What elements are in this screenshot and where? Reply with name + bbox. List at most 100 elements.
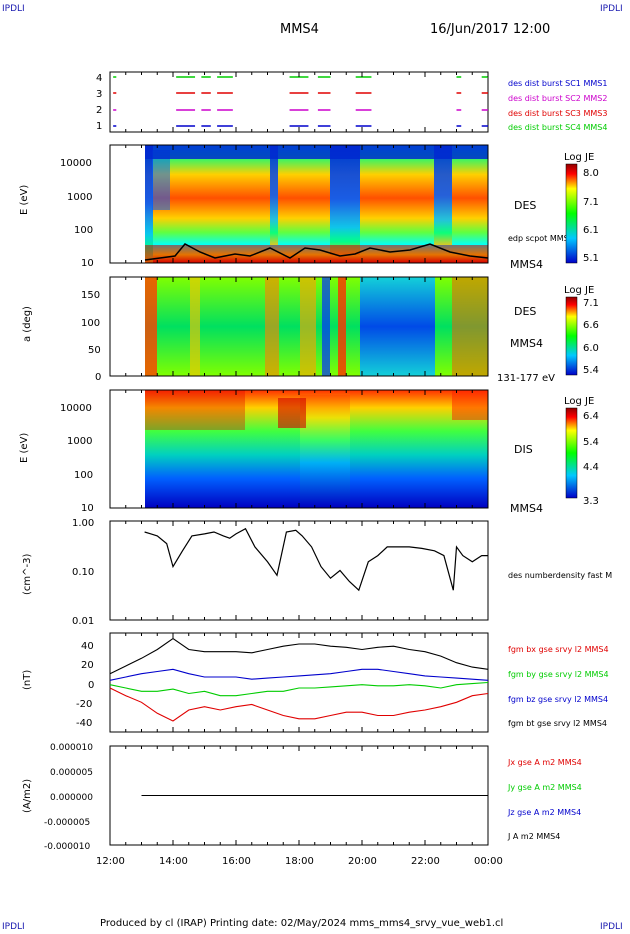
burst-tick-4: 4 <box>96 73 102 84</box>
density-lines <box>144 527 488 592</box>
bfield-series <box>109 687 489 722</box>
bfield-legend-bx: fgm bx gse srvy l2 MMS4 <box>508 645 609 654</box>
des-energy-colorbar <box>565 163 578 264</box>
des-energy-tick-10: 10 <box>81 258 94 269</box>
bfield-legend-bt: fgm bt gse srvy l2 MMS4 <box>508 719 607 728</box>
des-pitch-cb-tick: 5.4 <box>583 365 599 376</box>
burst-legend-mms3: des dist burst SC3 MMS3 <box>508 109 607 118</box>
des-energy-colorbar-title: Log JE <box>564 152 594 163</box>
density-series <box>144 527 488 592</box>
scpot-label: edp scpot MMS4 <box>508 234 574 243</box>
des-pitch-tick-0: 0 <box>95 372 101 383</box>
des-pitch-band <box>190 277 200 376</box>
bfield-tick-0: 0 <box>88 680 94 691</box>
x-tick-label: 18:00 <box>285 856 314 867</box>
burst-frame <box>109 71 489 133</box>
des-energy-band <box>145 245 488 263</box>
bfield-tick-40: 40 <box>81 641 94 652</box>
current-tick: 0.000005 <box>50 768 93 778</box>
des-pitch-tick-50: 50 <box>88 345 101 356</box>
des-pitch-band <box>322 277 330 376</box>
des-energy-panel: 10000 1000 100 10 E (eV) DES edp scpot M… <box>19 144 599 271</box>
dis-energy-cb-tick: 6.4 <box>583 411 599 422</box>
des-energy-cb-tick: 7.1 <box>583 197 599 208</box>
x-axis-labels: 12:00 14:00 16:00 18:00 20:00 22:00 00:0… <box>96 856 503 867</box>
des-energy-band <box>270 145 278 245</box>
x-tick-label: 12:00 <box>96 856 125 867</box>
corner-label-top-left: IPDLI <box>2 4 25 14</box>
current-ylabel: (A/m2) <box>22 779 33 813</box>
x-tick-label: 16:00 <box>222 856 251 867</box>
bfield-legend-bz: fgm bz gse srvy l2 MMS4 <box>508 695 608 704</box>
density-tick-0.1: 0.10 <box>72 567 94 578</box>
bfield-tick-minus20: -20 <box>76 699 92 710</box>
dis-energy-tick-1000: 1000 <box>67 436 92 447</box>
current-legend-j: J A m2 MMS4 <box>507 832 560 841</box>
des-energy-band <box>152 150 170 210</box>
des-pitch-band <box>145 277 157 376</box>
des-energy-band <box>434 145 452 245</box>
x-tick-label: 00:00 <box>474 856 503 867</box>
des-pitch-label: DES <box>514 305 536 318</box>
current-tick: 0.000010 <box>50 743 93 753</box>
des-energy-tick-10000: 10000 <box>60 158 92 169</box>
des-pitch-cb-tick: 7.1 <box>583 298 599 309</box>
dis-energy-tick-10: 10 <box>81 503 94 514</box>
burst-legend-mms2: des dist burst SC2 MMS2 <box>508 94 607 103</box>
dis-energy-tick-10000: 10000 <box>60 403 92 414</box>
bfield-series <box>109 637 489 675</box>
burst-intervals <box>113 76 488 127</box>
bfield-tick-minus40: -40 <box>76 718 92 729</box>
burst-tick-2: 2 <box>96 105 102 116</box>
dis-energy-cb-tick: 4.4 <box>583 462 599 473</box>
bfield-series <box>109 681 489 697</box>
burst-legend-mms1: des dist burst SC1 MMS1 <box>508 79 607 88</box>
des-pitch-cb-tick: 6.6 <box>583 320 599 331</box>
x-axis-ticks <box>109 72 489 845</box>
current-legend-jx: Jx gse A m2 MMS4 <box>507 758 582 767</box>
current-tick: -0.000010 <box>44 842 90 852</box>
date-time-title: 16/Jun/2017 12:00 <box>430 22 551 37</box>
des-pitch-colorbar <box>565 296 578 376</box>
dis-energy-tick-100: 100 <box>74 470 93 481</box>
burst-tick-1: 1 <box>96 121 102 132</box>
des-pitch-sc-label: MMS4 <box>510 337 543 350</box>
des-energy-sc-label: MMS4 <box>510 258 543 271</box>
des-pitch-band <box>300 277 316 376</box>
des-energy-ylabel: E (eV) <box>19 185 30 215</box>
bfield-series <box>109 668 489 681</box>
density-panel: 1.00 0.10 0.01 (cm^-3) des numberdensity… <box>22 518 612 627</box>
des-pitch-tick-150: 150 <box>81 290 100 301</box>
corner-label-bottom-left: IPDLI <box>2 922 25 932</box>
dis-energy-colorbar <box>565 407 578 499</box>
corner-label-bottom-right: IPDLI <box>600 922 623 932</box>
x-tick-label: 20:00 <box>348 856 377 867</box>
dis-energy-label: DIS <box>514 443 533 456</box>
dis-energy-panel: 10000 1000 100 10 E (eV) DIS MMS4 Log JE… <box>19 389 599 515</box>
des-pitch-tick-100: 100 <box>81 318 100 329</box>
des-pitch-band <box>360 277 435 376</box>
des-pitch-band <box>338 277 346 376</box>
des-pitch-ylabel: a (deg) <box>22 306 33 342</box>
des-energy-tick-1000: 1000 <box>67 192 92 203</box>
bfield-legend-by: fgm by gse srvy l2 MMS4 <box>508 670 609 679</box>
dis-energy-band <box>145 390 245 430</box>
bfield-ylabel: (nT) <box>22 670 33 690</box>
spacecraft-title: MMS4 <box>280 22 319 37</box>
dis-energy-band <box>452 390 488 420</box>
des-energy-cb-tick: 6.1 <box>583 225 599 236</box>
current-tick: -0.000005 <box>44 818 90 828</box>
density-frame <box>109 520 489 621</box>
burst-panel: 4 3 2 1 des dist burst SC1 MMS1 des dist… <box>96 71 607 133</box>
des-energy-band <box>145 145 153 263</box>
magnetic-field-panel: 40 20 0 -20 -40 (nT) fgm bx gse srvy l2 … <box>22 632 609 733</box>
burst-y-ticks: 4 3 2 1 <box>96 73 102 132</box>
spacecraft-potential-line <box>144 243 489 261</box>
burst-legend-mms4: des dist burst SC4 MMS4 <box>508 123 607 132</box>
bfield-tick-20: 20 <box>81 660 94 671</box>
des-energy-spectrogram <box>145 145 488 263</box>
des-pitch-colorbar-title: Log JE <box>564 285 594 296</box>
des-pitch-panel: 150 100 50 0 a (deg) DES MMS4 131-177 eV… <box>22 276 599 384</box>
des-pitch-cb-tick: 6.0 <box>583 343 599 354</box>
